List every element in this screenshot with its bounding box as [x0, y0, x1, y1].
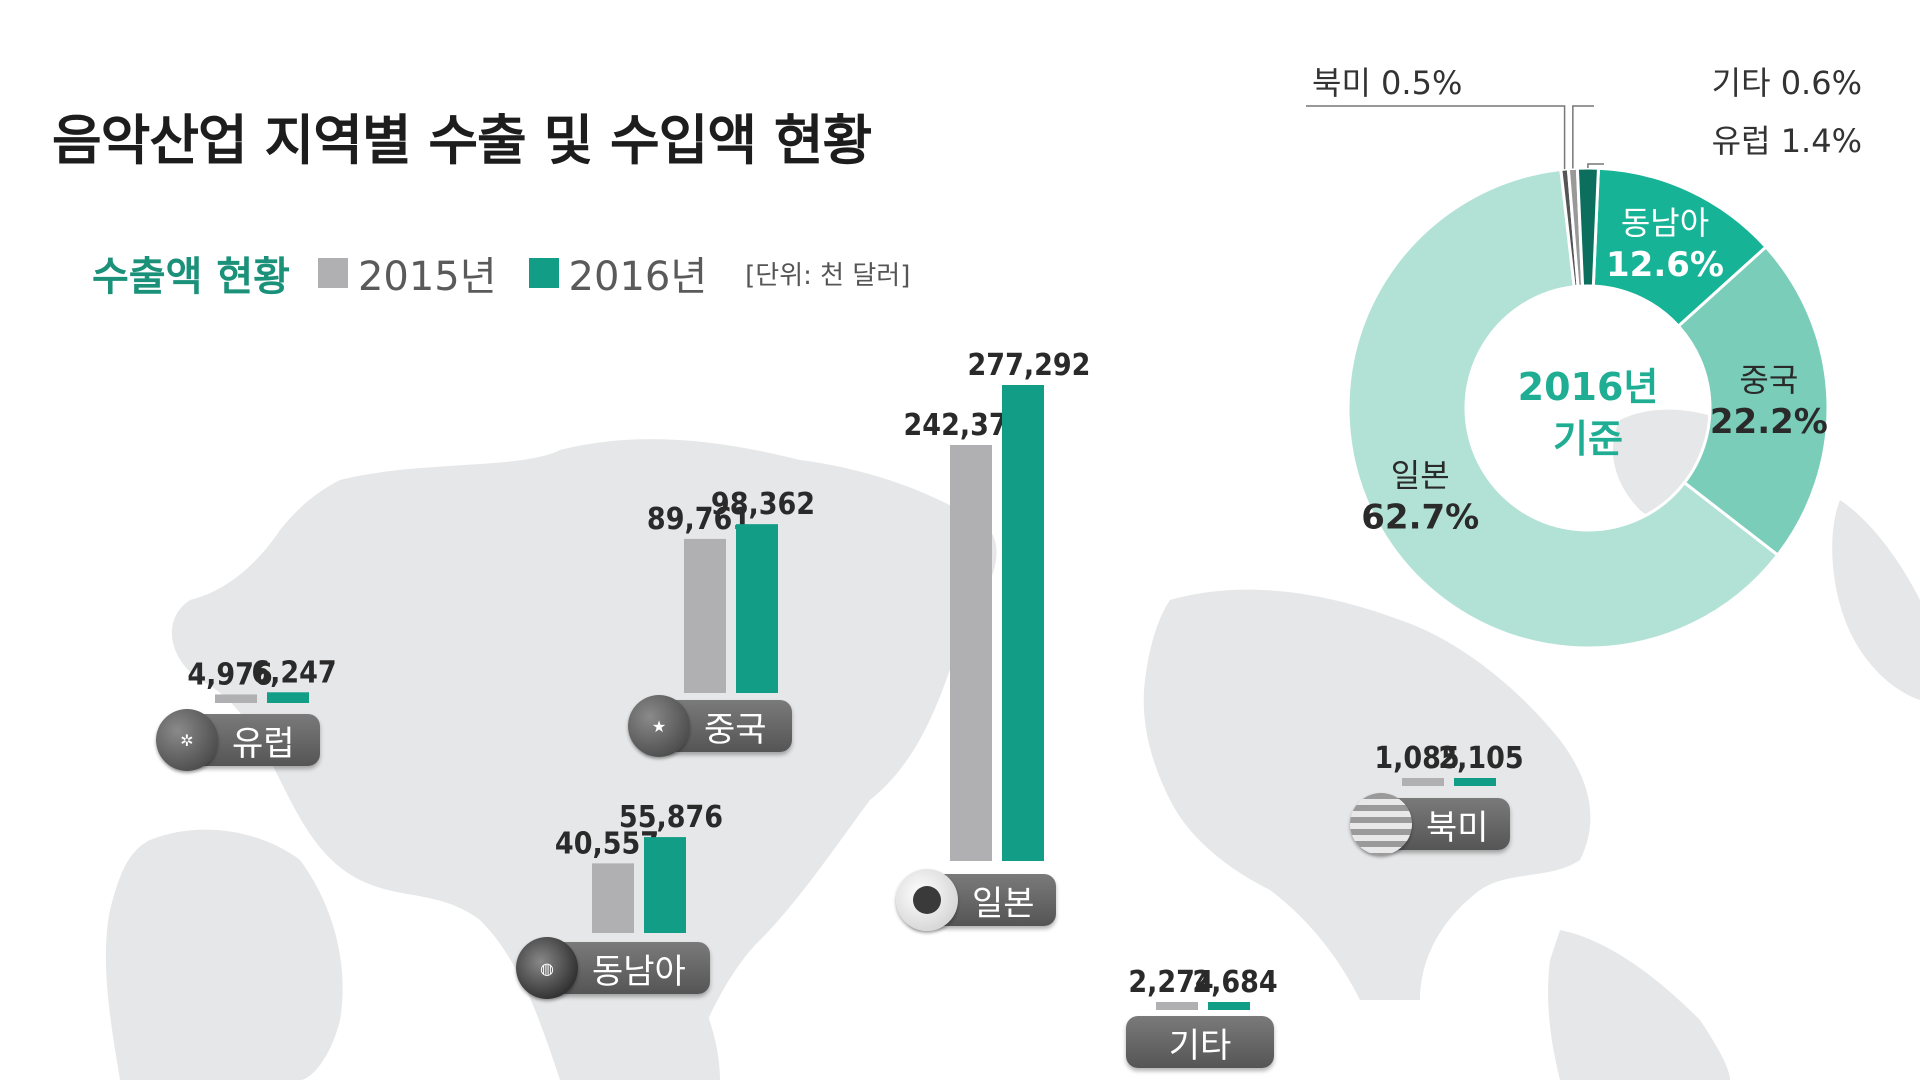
bar-europe-2015: [215, 694, 257, 703]
unit-label: [단위: 천 달러]: [745, 260, 911, 291]
legend-heading: 수출액 현황: [92, 254, 290, 300]
legend-swatch-2016: [528, 258, 559, 288]
legend-label-2015: 2015년: [357, 254, 497, 300]
region-label-japan-text: 일본: [972, 883, 1035, 924]
donut-slice-europe: [1575, 166, 1601, 288]
value-label-southeast-asia-2016: 55,876: [619, 800, 723, 835]
value-label-japan-2016: 277,292: [968, 348, 1091, 383]
region-label-china: ★ 중국: [628, 695, 792, 757]
value-label-china-2015: 89,761: [647, 502, 751, 537]
value-label-china-2016: 98,362: [711, 487, 815, 522]
value-label-other-2016: 2,684: [1192, 965, 1277, 1000]
bar-other-2015: [1156, 1002, 1198, 1010]
legend-swatch-2015: [317, 258, 348, 288]
donut-label-southeast-asia-value: 12.6%: [1606, 245, 1724, 285]
callout-line-europe: [1587, 163, 1604, 169]
region-label-japan: 일본: [896, 869, 1056, 931]
china-flag-icon: ★: [628, 695, 690, 757]
donut-label-china-name: 중국: [1739, 361, 1798, 399]
value-label-north-america-2016: 2,105: [1438, 741, 1523, 776]
region-label-north-america: 북미: [1350, 793, 1510, 855]
value-label-europe-2016: 6,247: [251, 655, 336, 690]
eu-flag-icon: ✲: [156, 709, 218, 771]
bar-europe-2016: [267, 692, 309, 703]
donut-center-label-0: 2016년: [1518, 365, 1659, 409]
bar-china-2016: [736, 524, 778, 693]
bar-north-america-2015: [1402, 778, 1444, 786]
region-label-north-america-text: 북미: [1426, 807, 1489, 848]
value-label-southeast-asia-2015: 40,557: [555, 826, 659, 861]
bar-japan-2015: [950, 444, 992, 861]
donut-slice-china: [1676, 244, 1830, 558]
value-label-europe-2015: 4,976: [187, 657, 272, 692]
bar-japan-2016: [1002, 385, 1044, 861]
japan-flag-icon: [896, 869, 958, 931]
callout-line-north-america: [1306, 105, 1566, 170]
region-label-china-text: 중국: [704, 709, 767, 750]
region-label-other: 기타: [1126, 1016, 1274, 1068]
bar-southeast-asia-2015: [592, 863, 634, 933]
legend-label-2016: 2016년: [568, 254, 708, 300]
donut-label-japan-value: 62.7%: [1361, 498, 1479, 538]
callout-label-north-america: 북미 0.5%: [1312, 64, 1462, 102]
donut-label-japan-name: 일본: [1391, 457, 1450, 495]
page-title: 음악산업 지역별 수출 및 수입액 현황: [52, 109, 872, 172]
bar-other-2016: [1208, 1002, 1250, 1010]
donut-center-label-1: 기준: [1553, 417, 1623, 461]
region-label-southeast-asia-text: 동남아: [592, 951, 686, 992]
region-label-europe: ✲ 유럽: [156, 709, 320, 771]
region-label-southeast-asia: ◍ 동남아: [516, 937, 710, 999]
usa-flag-icon: [1350, 793, 1412, 855]
bar-southeast-asia-2016: [644, 837, 686, 933]
region-label-europe-text: 유럽: [232, 723, 295, 764]
donut-label-china-value: 22.2%: [1710, 402, 1828, 442]
callout-line-other: [1572, 105, 1594, 169]
donut-slice-japan: [1346, 167, 1780, 650]
region-label-other-text: 기타: [1168, 1025, 1232, 1066]
globe-icon: ◍: [516, 937, 578, 999]
chart-legend: 수출액 현황 2015년 2016년 [단위: 천 달러]: [92, 248, 911, 300]
callout-label-other: 기타 0.6%: [1712, 64, 1862, 102]
callout-label-europe: 유럽 1.4%: [1712, 122, 1862, 160]
bar-north-america-2016: [1454, 778, 1496, 786]
value-label-other-2015: 2,274: [1128, 965, 1213, 1000]
donut-label-southeast-asia-name: 동남아: [1621, 204, 1709, 242]
value-label-north-america-2015: 1,085: [1374, 741, 1459, 776]
bar-china-2015: [684, 538, 726, 693]
